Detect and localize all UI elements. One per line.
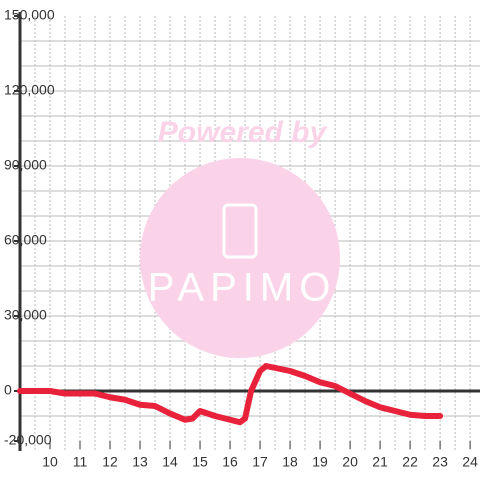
x-tick-label: 18 xyxy=(282,454,298,470)
x-tick-label: 23 xyxy=(432,454,448,470)
watermark-brand: PAPIMO xyxy=(148,266,337,310)
watermark-icon xyxy=(222,203,258,259)
x-tick-label: 15 xyxy=(192,454,208,470)
watermark-top: Powered by xyxy=(158,116,328,149)
series-line xyxy=(17,363,444,426)
x-tick-label: 11 xyxy=(73,454,88,470)
y-tick-label: -20,000 xyxy=(4,432,52,448)
y-tick-label: 150,000 xyxy=(4,7,55,23)
x-tick-label: 22 xyxy=(402,454,418,470)
x-tick-label: 12 xyxy=(102,454,118,470)
y-tick-label: 0 xyxy=(4,382,12,398)
x-tick-label: 17 xyxy=(252,454,268,470)
x-tick-label: 20 xyxy=(342,454,358,470)
y-tick-label: 120,000 xyxy=(4,82,55,98)
x-tick-label: 19 xyxy=(312,454,328,470)
y-tick-label: 90,000 xyxy=(4,157,47,173)
x-tick-label: 24 xyxy=(462,454,478,470)
x-tick-label: 16 xyxy=(222,454,238,470)
x-tick-label: 10 xyxy=(42,454,58,470)
y-tick-label: 60,000 xyxy=(4,232,47,248)
y-tick-label: 30,000 xyxy=(4,307,47,323)
x-tick-label: 14 xyxy=(162,454,178,470)
x-tick-label: 21 xyxy=(372,454,388,470)
x-tick-label: 13 xyxy=(132,454,148,470)
